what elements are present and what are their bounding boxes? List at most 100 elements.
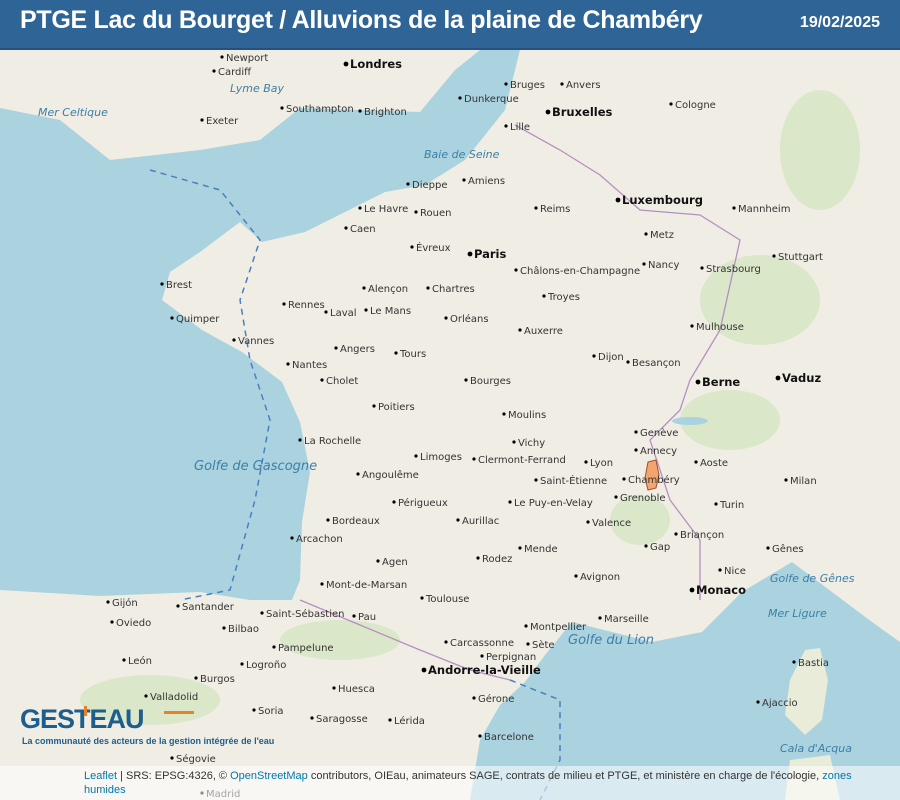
city-label: Cologne: [675, 100, 716, 111]
srs-text: | SRS: EPSG:4326, ©: [117, 770, 231, 782]
city-marker: [324, 310, 328, 314]
city-label: Pau: [358, 612, 376, 623]
city-label: Exeter: [206, 116, 239, 127]
city-marker: [170, 316, 174, 320]
terrain-patch: [280, 620, 400, 660]
city-marker: [592, 354, 596, 358]
gesteau-logo[interactable]: GESTEAU La communauté des acteurs de la …: [20, 704, 274, 746]
city-marker: [122, 658, 126, 662]
city-marker: [772, 254, 776, 258]
city-marker: [526, 642, 530, 646]
city-marker: [298, 438, 302, 442]
city-label: Berne: [702, 375, 740, 389]
city-label: Mende: [524, 544, 558, 555]
city-label: Andorre-la-Vieille: [428, 663, 541, 677]
city-marker: [542, 294, 546, 298]
terrain-patch: [700, 255, 820, 345]
city-label: Carcassonne: [450, 638, 514, 649]
city-marker: [320, 378, 324, 382]
city-label: Auxerre: [524, 326, 563, 337]
city-label: Saint-Sébastien: [266, 608, 345, 620]
city-label: Aoste: [700, 458, 728, 469]
logo-accent: [84, 706, 87, 716]
city-marker: [194, 676, 198, 680]
city-label: Huesca: [338, 684, 375, 695]
city-marker: [634, 430, 638, 434]
city-label: Avignon: [580, 572, 620, 583]
city-marker: [714, 502, 718, 506]
city-marker: [343, 61, 349, 67]
city-marker: [622, 477, 626, 481]
city-marker: [766, 546, 770, 550]
city-label: Luxembourg: [622, 193, 703, 207]
city-marker: [260, 611, 264, 615]
city-label: Gijón: [112, 597, 138, 609]
city-marker: [476, 556, 480, 560]
city-marker: [626, 360, 630, 364]
city-label: Metz: [650, 230, 674, 241]
city-marker: [326, 518, 330, 522]
city-marker: [414, 210, 418, 214]
city-label: Tours: [399, 349, 426, 360]
city-marker: [694, 460, 698, 464]
city-label: Brighton: [364, 107, 407, 118]
city-marker: [414, 454, 418, 458]
city-marker: [512, 440, 516, 444]
city-label: Le Havre: [364, 204, 408, 215]
city-label: Cholet: [326, 376, 358, 387]
date-label: 19/02/2025: [799, 14, 880, 31]
city-marker: [456, 518, 460, 522]
logo-text-left: GEST: [20, 704, 91, 734]
city-marker: [718, 568, 722, 572]
sea-label: Mer Celtique: [38, 106, 108, 119]
city-label: Angers: [340, 344, 375, 355]
leaflet-link[interactable]: Leaflet: [84, 770, 118, 782]
sea-label: Golfe du Lion: [568, 633, 654, 648]
city-label: Perpignan: [486, 652, 536, 663]
city-label: Vannes: [238, 336, 274, 347]
city-marker: [775, 375, 781, 381]
city-label: Arcachon: [296, 534, 343, 545]
city-label: Rouen: [420, 208, 451, 219]
city-label: Ajaccio: [762, 698, 798, 709]
osm-link[interactable]: OpenStreetMap: [230, 770, 308, 782]
zones-humides-link[interactable]: zones humides: [84, 770, 852, 796]
city-label: Bruxelles: [552, 105, 613, 119]
city-label: Brest: [166, 280, 192, 291]
city-marker: [358, 206, 362, 210]
city-label: Logroño: [246, 660, 286, 671]
city-marker: [614, 495, 618, 499]
city-marker: [280, 106, 284, 110]
mediterranean-sea: [470, 562, 900, 800]
sea-label: Baie de Seine: [424, 148, 500, 161]
logo-tagline: La communauté des acteurs de la gestion …: [22, 736, 275, 746]
corsica: [785, 648, 828, 735]
city-label: Oviedo: [116, 618, 151, 629]
city-marker: [388, 718, 392, 722]
country-border: [514, 124, 741, 600]
city-label: Montpellier: [530, 622, 587, 633]
city-marker: [392, 500, 396, 504]
city-marker: [700, 266, 704, 270]
city-label: Anvers: [566, 80, 601, 91]
city-label: Clermont-Ferrand: [478, 455, 566, 466]
city-marker: [444, 316, 448, 320]
city-marker: [364, 308, 368, 312]
ptge-area[interactable]: [644, 459, 660, 491]
city-marker: [406, 182, 410, 186]
city-marker: [106, 600, 110, 604]
city-label: Amiens: [468, 176, 505, 187]
sea-label: Golfe de Gascogne: [194, 459, 317, 474]
city-label: Cardiff: [218, 67, 252, 78]
city-label: Troyes: [547, 292, 580, 303]
city-marker: [240, 662, 244, 666]
city-label: Rennes: [288, 300, 325, 311]
city-marker: [642, 262, 646, 266]
city-marker: [222, 626, 226, 630]
terrain-patch: [780, 90, 860, 210]
lake-geneva: [672, 417, 708, 425]
city-marker: [756, 700, 760, 704]
city-marker: [462, 178, 466, 182]
city-marker: [674, 532, 678, 536]
